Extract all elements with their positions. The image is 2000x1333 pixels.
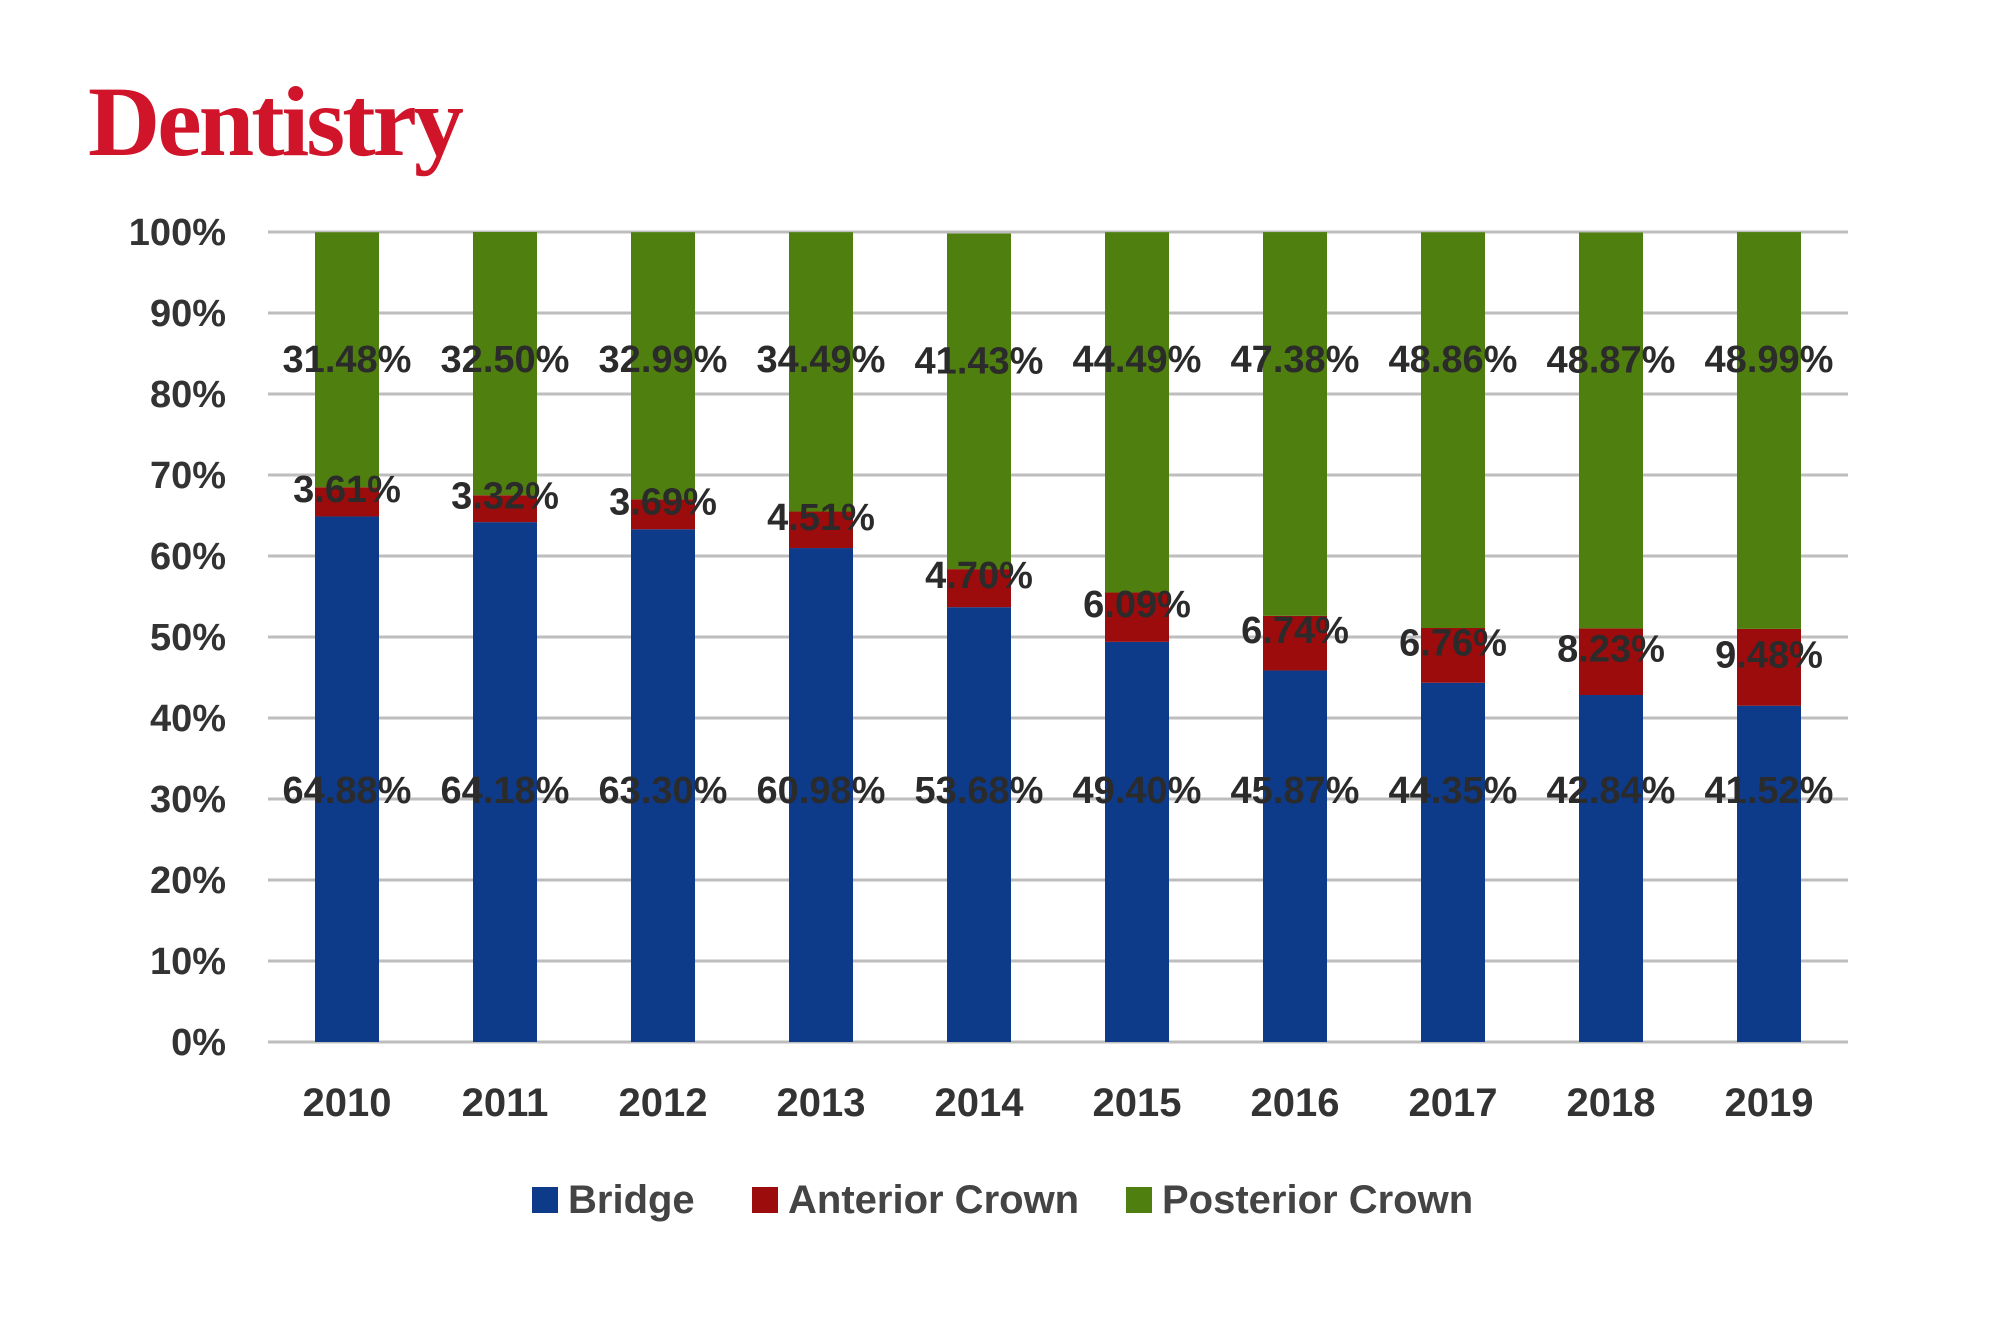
x-tick-label: 2012 <box>619 1081 708 1125</box>
data-label-anterior-crown: 4.70% <box>925 555 1033 597</box>
x-tick-label: 2013 <box>777 1081 866 1125</box>
data-label-anterior-crown: 4.51% <box>767 497 875 539</box>
legend-label-bridge: Bridge <box>568 1178 695 1222</box>
bar-anterior-crown <box>631 499 695 530</box>
x-tick-label: 2017 <box>1409 1081 1498 1125</box>
bar-posterior-crown <box>1737 232 1801 629</box>
y-tick-label: 60% <box>150 536 226 578</box>
bar-anterior-crown <box>1263 615 1327 671</box>
data-label-anterior-crown: 3.69% <box>609 481 717 523</box>
x-tick-label: 2019 <box>1725 1081 1814 1125</box>
data-label-bridge: 44.35% <box>1389 770 1518 812</box>
data-label-bridge: 53.68% <box>915 770 1044 812</box>
bar-bridge <box>1737 705 1801 1042</box>
legend-label-anterior-crown: Anterior Crown <box>788 1178 1079 1222</box>
data-label-posterior-crown: 48.87% <box>1547 339 1676 381</box>
bar-anterior-crown <box>1105 592 1169 642</box>
data-labels: 64.88% 3.61% 31.48% 64.18% 3.32% 32.50% 63.30%… <box>283 339 1834 812</box>
bar-anterior-crown <box>1421 628 1485 683</box>
data-label-bridge: 42.84% <box>1547 770 1676 812</box>
data-label-posterior-crown: 48.99% <box>1705 339 1834 381</box>
brand-logo: Dentistry <box>88 66 464 177</box>
y-tick-label: 100% <box>129 212 226 254</box>
data-label-bridge: 45.87% <box>1231 770 1360 812</box>
y-tick-label: 0% <box>171 1022 226 1064</box>
data-label-anterior-crown: 3.61% <box>293 469 401 511</box>
bar-posterior-crown <box>1105 232 1169 593</box>
bar-bridge <box>473 522 537 1042</box>
data-label-anterior-crown: 9.48% <box>1715 634 1823 676</box>
x-tick-label: 2015 <box>1093 1081 1182 1125</box>
bar-anterior-crown <box>473 495 537 523</box>
bar-bridge <box>947 607 1011 1042</box>
bar-anterior-crown <box>947 569 1011 608</box>
bar-posterior-crown <box>1579 232 1643 629</box>
x-tick-label: 2010 <box>303 1081 392 1125</box>
data-label-posterior-crown: 48.86% <box>1389 339 1518 381</box>
data-label-bridge: 64.18% <box>441 770 570 812</box>
bar-bridge <box>315 516 379 1042</box>
bar-anterior-crown <box>315 487 379 517</box>
bar-posterior-crown <box>315 232 379 488</box>
x-tick-label: 2018 <box>1567 1081 1656 1125</box>
data-label-posterior-crown: 32.50% <box>441 339 570 381</box>
x-axis-ticks: 2010 2011 2012 2013 2014 2015 2016 2017 2018 2019 <box>303 1081 1814 1125</box>
data-label-posterior-crown: 44.49% <box>1073 339 1202 381</box>
y-tick-label: 80% <box>150 374 226 416</box>
data-label-posterior-crown: 32.99% <box>599 339 728 381</box>
bar-bridge <box>1263 670 1327 1042</box>
y-tick-label: 90% <box>150 293 226 335</box>
data-label-posterior-crown: 34.49% <box>757 339 886 381</box>
x-tick-label: 2016 <box>1251 1081 1340 1125</box>
bar-posterior-crown <box>789 232 853 512</box>
y-tick-label: 70% <box>150 455 226 497</box>
bar-posterior-crown <box>473 232 537 496</box>
data-label-anterior-crown: 8.23% <box>1557 629 1665 671</box>
y-tick-label: 40% <box>150 698 226 740</box>
y-tick-label: 10% <box>150 941 226 983</box>
y-tick-label: 20% <box>150 860 226 902</box>
data-label-anterior-crown: 6.74% <box>1241 610 1349 652</box>
legend-label-posterior-crown: Posterior Crown <box>1162 1178 1473 1222</box>
bar-anterior-crown <box>1737 628 1801 706</box>
data-label-bridge: 60.98% <box>757 770 886 812</box>
data-label-anterior-crown: 6.09% <box>1083 584 1191 626</box>
data-label-posterior-crown: 47.38% <box>1231 339 1360 381</box>
legend-swatch-bridge <box>532 1187 558 1213</box>
data-label-bridge: 41.52% <box>1705 770 1834 812</box>
bar-bridge <box>789 548 853 1042</box>
bar-bridge <box>631 529 695 1042</box>
bar-anterior-crown <box>1579 628 1643 695</box>
y-tick-label: 50% <box>150 617 226 659</box>
legend: Bridge Anterior Crown Posterior Crown <box>532 1178 1473 1222</box>
bar-bridge <box>1579 694 1643 1042</box>
data-label-posterior-crown: 31.48% <box>283 339 412 381</box>
y-tick-label: 30% <box>150 779 226 821</box>
bar-posterior-crown <box>631 232 695 500</box>
data-label-bridge: 49.40% <box>1073 770 1202 812</box>
bars <box>315 232 1801 1042</box>
legend-swatch-posterior-crown <box>1126 1187 1152 1213</box>
y-axis-ticks: 0% 10% 20% 30% 40% 50% 60% 70% 80% 90% 100% <box>129 212 226 1064</box>
data-label-bridge: 63.30% <box>599 770 728 812</box>
bar-posterior-crown <box>947 233 1011 570</box>
x-tick-label: 2014 <box>935 1081 1025 1125</box>
bar-posterior-crown <box>1263 232 1327 616</box>
data-label-anterior-crown: 6.76% <box>1399 622 1507 664</box>
x-tick-label: 2011 <box>462 1081 549 1125</box>
data-label-bridge: 64.88% <box>283 770 412 812</box>
data-label-anterior-crown: 3.32% <box>451 476 559 518</box>
data-label-posterior-crown: 41.43% <box>915 341 1044 383</box>
bar-bridge <box>1421 682 1485 1042</box>
bar-posterior-crown <box>1421 232 1485 629</box>
legend-swatch-anterior-crown <box>752 1187 778 1213</box>
bar-anterior-crown <box>789 511 853 549</box>
bar-bridge <box>1105 641 1169 1042</box>
